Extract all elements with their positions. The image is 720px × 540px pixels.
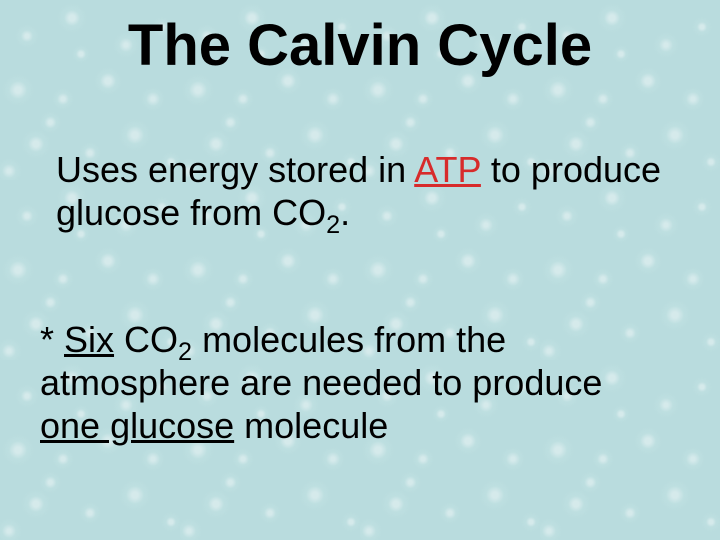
body-paragraph-1: Uses energy stored in ATP to produce glu… bbox=[56, 148, 664, 234]
slide-title: The Calvin Cycle bbox=[0, 12, 720, 79]
text-segment: molecule bbox=[234, 405, 388, 446]
six-underline: Six bbox=[64, 319, 114, 360]
text-segment: . bbox=[340, 192, 350, 233]
one-glucose-underline: one glucose bbox=[40, 405, 234, 446]
subscript-2: 2 bbox=[326, 211, 340, 239]
atp-highlight: ATP bbox=[414, 149, 481, 190]
text-segment: CO bbox=[114, 319, 178, 360]
text-segment: Uses energy stored in bbox=[56, 149, 414, 190]
body-paragraph-2: * Six CO2 molecules from the atmosphere … bbox=[40, 318, 664, 448]
text-segment: * bbox=[40, 319, 64, 360]
slide: The Calvin Cycle Uses energy stored in A… bbox=[0, 0, 720, 540]
